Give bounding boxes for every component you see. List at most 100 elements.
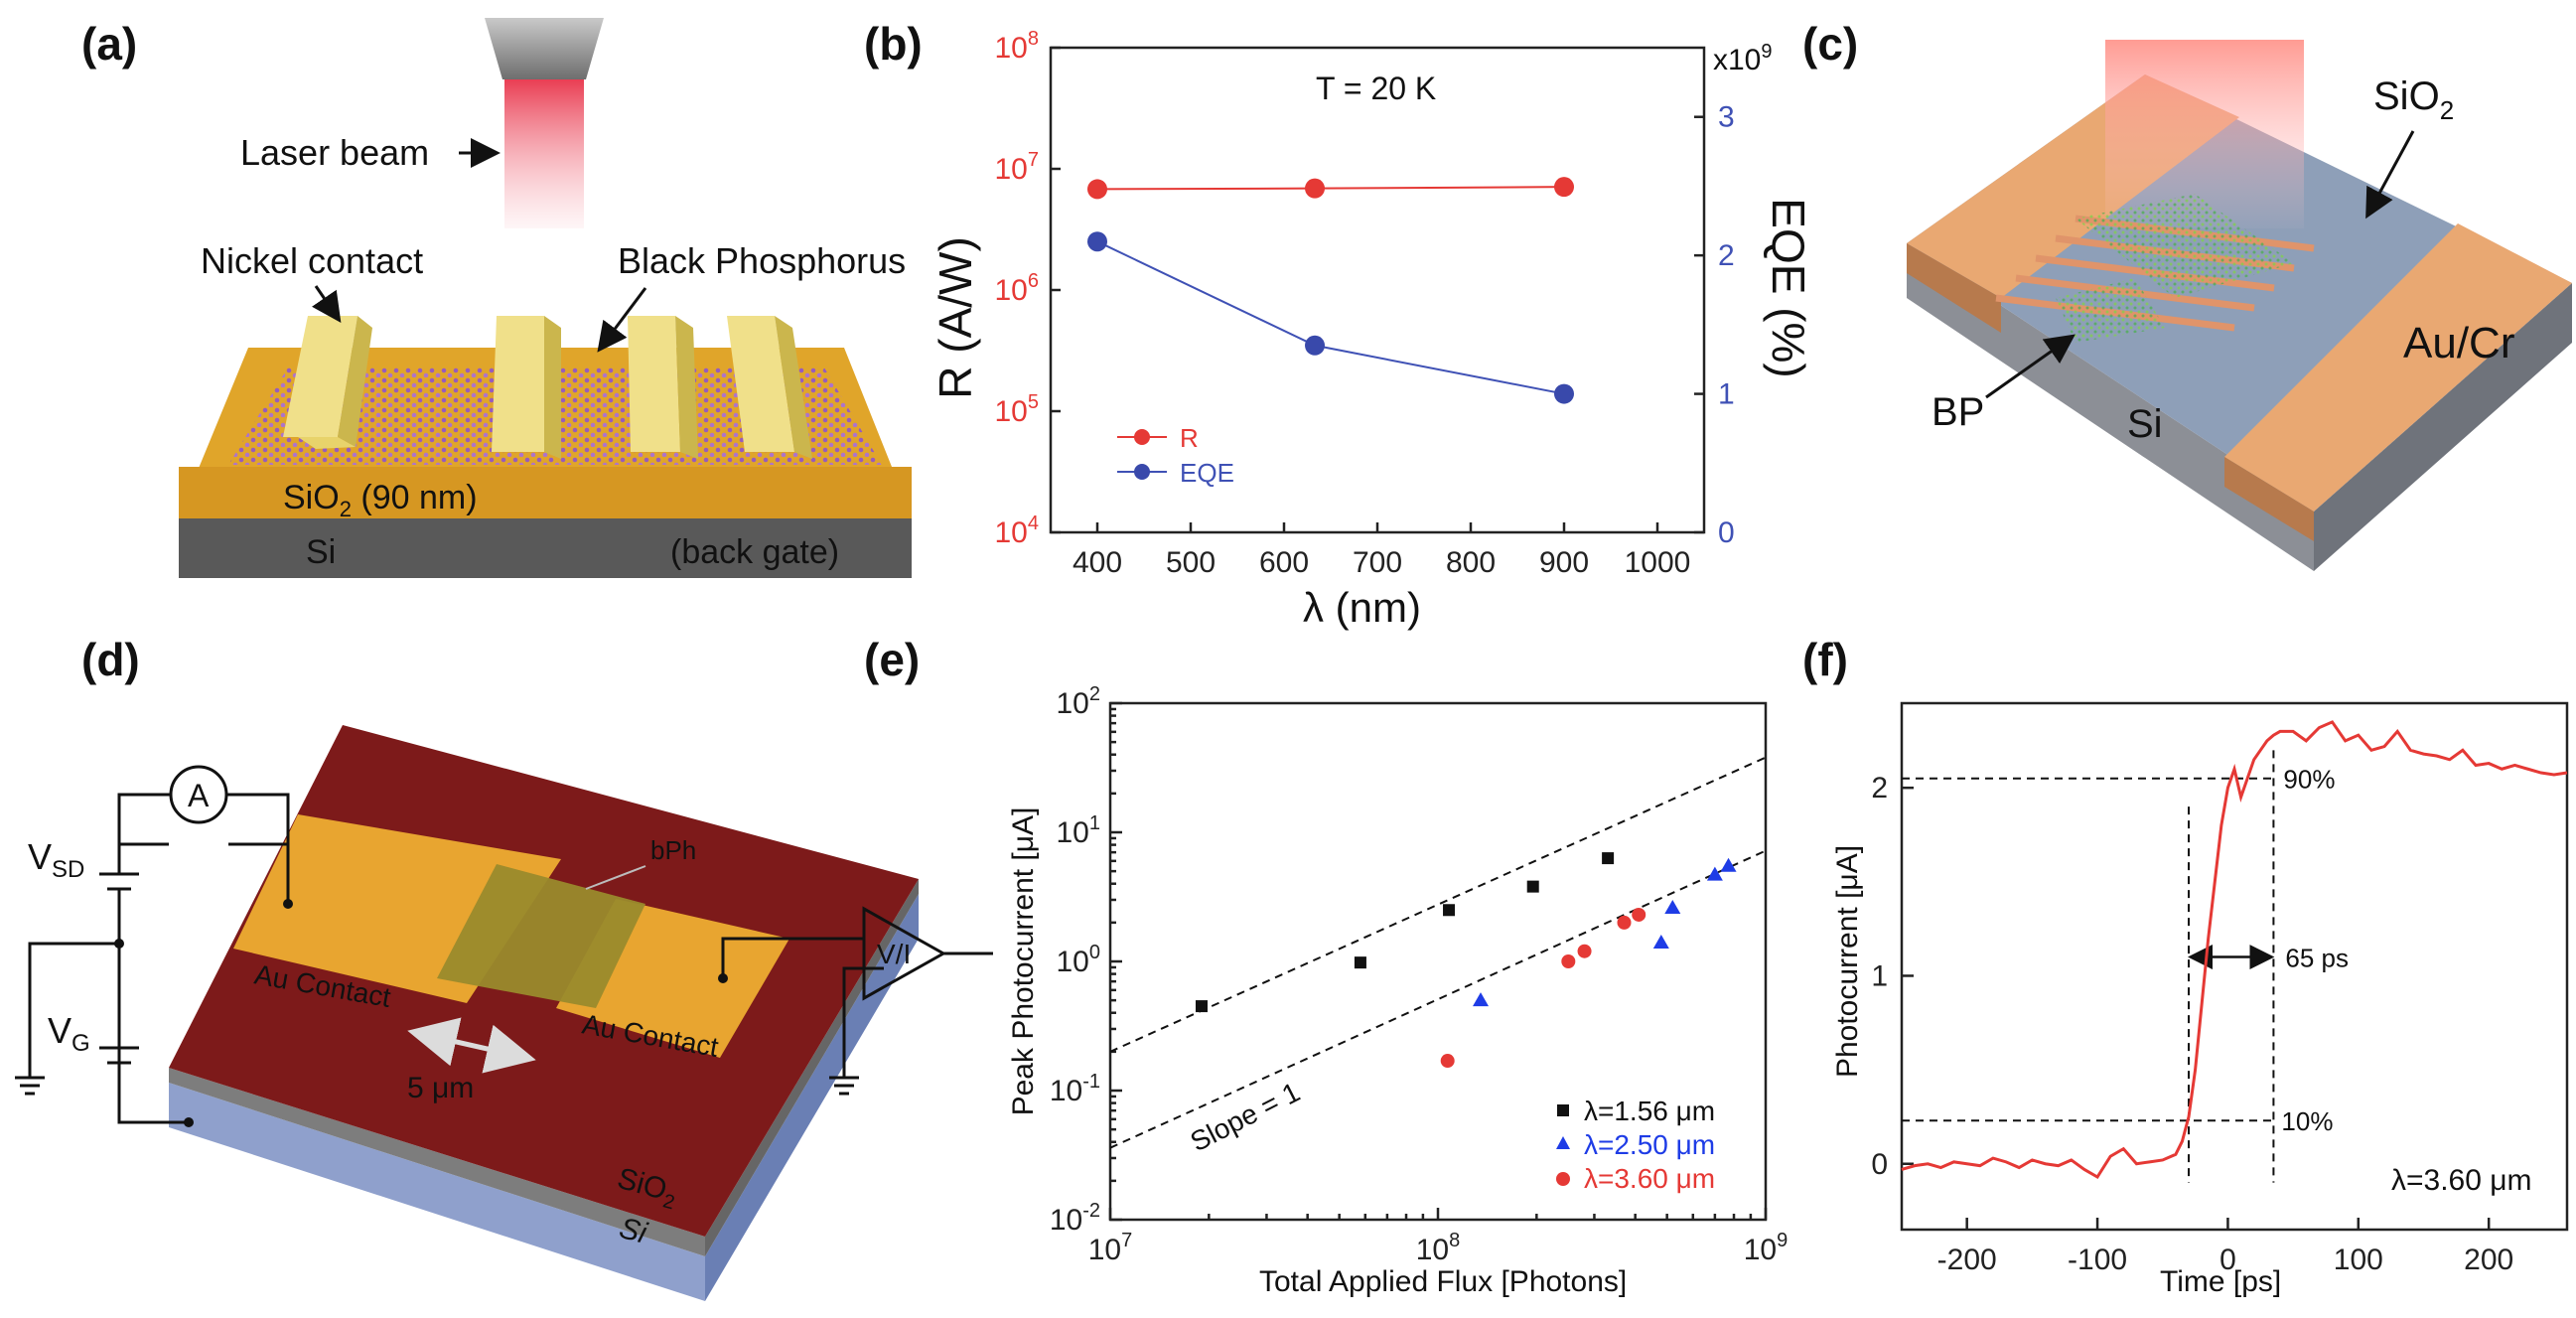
scale-arrow-icon <box>407 1017 536 1074</box>
point-250 <box>1652 935 1669 950</box>
bp-flake-c <box>2075 194 2294 298</box>
y-tick-label: 101 <box>1057 812 1101 849</box>
chip-front-side <box>1907 243 2314 571</box>
circuit-wires <box>15 842 993 1124</box>
x-tick-label: -200 <box>1937 1244 1997 1276</box>
c-au-cr-label: Au/Cr <box>2403 319 2514 367</box>
vi-amp-label: V/I <box>877 939 911 969</box>
panel-a: (a) Laser beam Nickel contact Black Phos… <box>81 18 912 578</box>
fit-line <box>1109 756 1767 1053</box>
nickel-contacts <box>283 316 812 459</box>
chart-b-frame <box>1049 46 1706 534</box>
panel-f-label: (f) <box>1802 634 1848 685</box>
chart-e-ylabel: Peak Photocurrent [μA] <box>1007 807 1040 1116</box>
chart-e-fit-label: Slope = 1 <box>1186 1077 1305 1158</box>
series-r-point <box>1087 179 1107 200</box>
panel-e: (e) 107 108 109 10-2 10-1 100 101 102 Total App… <box>864 634 1788 1298</box>
x-tick-label: 700 <box>1353 546 1402 579</box>
point-250 <box>1473 992 1490 1007</box>
legend-360: λ=3.60 μm <box>1584 1163 1715 1194</box>
point-360 <box>1440 1054 1455 1069</box>
series-r-line <box>1096 186 1565 191</box>
chart-b-xlabel: λ (nm) <box>1303 584 1421 631</box>
x-tick-label: 200 <box>2464 1244 2513 1276</box>
panel-d-label: (d) <box>81 634 140 685</box>
panel-b-label: (b) <box>864 18 923 70</box>
x-tick-label: 109 <box>1744 1230 1789 1266</box>
point-156 <box>1443 904 1456 917</box>
y-tick-label: 0 <box>1871 1148 1888 1181</box>
legend-250: λ=2.50 μm <box>1584 1129 1715 1160</box>
chip-right-side <box>2314 283 2572 571</box>
scale-label: 5 μm <box>407 1072 474 1104</box>
chart-f-xlabel: Time [ps] <box>2160 1265 2281 1298</box>
series-eqe-point <box>1554 383 1574 404</box>
nickel-contact-label: Nickel contact <box>201 240 423 281</box>
point-360 <box>1561 954 1576 968</box>
back-gate-label: (back gate) <box>670 533 839 571</box>
chart-b-marks <box>1087 177 1574 404</box>
x-tick-label: 600 <box>1259 546 1309 579</box>
panel-a-label: (a) <box>81 18 137 70</box>
panel-b: (b) 400 500 600 700 800 900 100010410510610710… <box>864 18 1814 631</box>
x-tick-label: 900 <box>1539 546 1589 579</box>
y-tick-label: 10-2 <box>1050 1200 1100 1237</box>
x-tick-label: 1000 <box>1625 546 1691 579</box>
chart-f-ticks: -200 -100 0 100 200 0 1 2 <box>1871 772 2513 1276</box>
point-156 <box>1602 852 1615 865</box>
chart-e-xlabel: Total Applied Flux [Photons] <box>1259 1265 1627 1298</box>
chart-f-10-label: 10% <box>2281 1106 2333 1136</box>
chart-e-legend: λ=1.56 μm λ=2.50 μm λ=3.60 μm <box>1556 1096 1715 1194</box>
chart-e-ticks: 107 108 109 10-2 10-1 100 101 102 <box>1050 683 1788 1266</box>
sio2-layer <box>179 467 912 518</box>
vsd-label: VSD <box>28 836 84 883</box>
point-250 <box>1706 866 1723 881</box>
chart-f-rise-label: 65 ps <box>2285 944 2349 973</box>
y-tick-label: 102 <box>1057 683 1101 720</box>
chart-b-ylabel-left: R (A/W) <box>930 236 981 399</box>
y-tick-label: 1 <box>1871 959 1888 992</box>
nickel-arrow-icon <box>312 285 342 323</box>
x-tick-label: 500 <box>1166 546 1216 579</box>
point-156 <box>1354 956 1366 969</box>
chart-f-marks <box>1901 720 2568 1183</box>
y-tick-label: 2 <box>1871 772 1888 805</box>
laser-beam-label: Laser beam <box>240 132 429 173</box>
au-cr-pad-right <box>2224 223 2572 512</box>
y-left-tick-label: 104 <box>995 513 1040 549</box>
vg-label: VG <box>48 1010 90 1057</box>
point-250 <box>1720 857 1737 872</box>
point-360 <box>1632 907 1646 922</box>
x-tick-label: 0 <box>2219 1244 2236 1276</box>
point-360 <box>1577 944 1592 958</box>
chart-f-90-label: 90% <box>2283 765 2335 795</box>
panel-c: (c) SiO2 Au/Cr BP Si <box>1802 18 2572 571</box>
laser-beam-shape <box>504 79 584 228</box>
objective-lens-icon <box>485 18 604 79</box>
chart-f-frame <box>1900 701 2569 1232</box>
sio2-label: SiO2 (90 nm) <box>283 479 478 521</box>
ammeter-label: A <box>188 778 210 813</box>
y-right-tick-label: 2 <box>1718 239 1735 272</box>
c-bp-arrow-icon <box>1985 334 2075 399</box>
y-right-tick-label: 0 <box>1718 516 1735 549</box>
legend-eqe: EQE <box>1180 458 1234 488</box>
y-left-tick-label: 108 <box>995 28 1040 65</box>
c-si-label: Si <box>2127 402 2163 446</box>
panel-e-label: (e) <box>864 634 920 685</box>
si-label: Si <box>306 533 336 571</box>
y-left-tick-label: 105 <box>995 391 1040 428</box>
bp-arrow-icon <box>597 287 647 353</box>
c-sio2-arrow-icon <box>2365 130 2415 220</box>
legend-156: λ=1.56 μm <box>1584 1096 1715 1126</box>
series-r-point <box>1554 177 1574 198</box>
y-tick-label: 100 <box>1057 942 1101 978</box>
y-tick-label: 10-1 <box>1050 1071 1100 1107</box>
series-r-point <box>1305 178 1326 199</box>
x-tick-label: 107 <box>1088 1230 1133 1266</box>
y-right-tick-label: 1 <box>1718 378 1735 411</box>
y-left-tick-label: 106 <box>995 270 1040 307</box>
legend-r: R <box>1180 423 1199 453</box>
x-tick-label: 800 <box>1446 546 1496 579</box>
